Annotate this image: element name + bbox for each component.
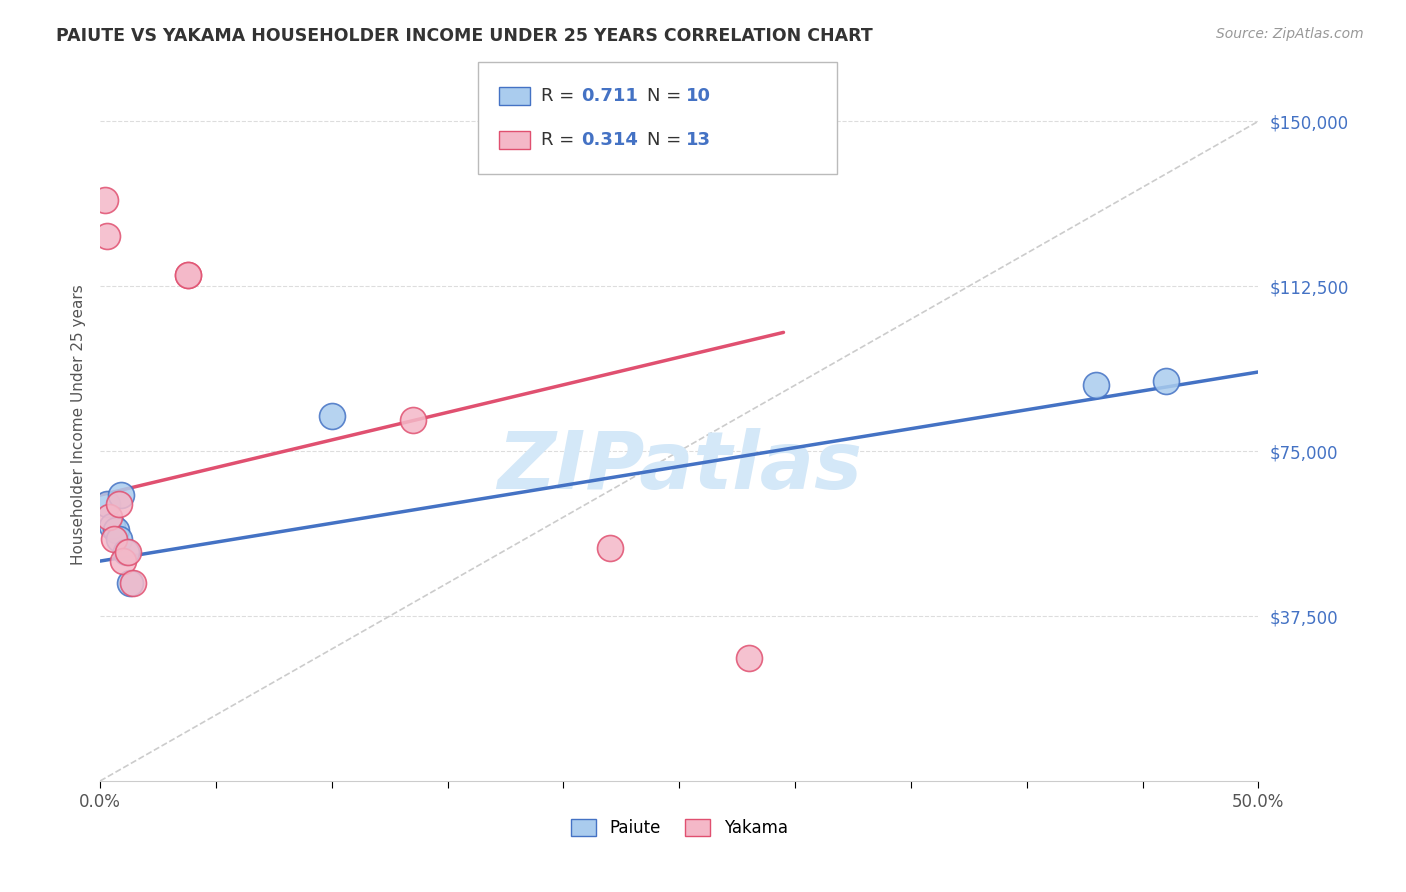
Text: 0.711: 0.711: [581, 87, 637, 105]
Point: [599, 541, 621, 555]
Point: [177, 268, 200, 283]
Point: [107, 497, 129, 511]
Point: [402, 413, 425, 427]
Point: [112, 554, 135, 568]
Point: [107, 532, 129, 546]
Point: [738, 650, 761, 665]
Point: [96, 228, 118, 243]
Point: [321, 409, 343, 423]
Point: [96, 497, 118, 511]
Point: [114, 545, 136, 559]
Text: ZIPatlas: ZIPatlas: [496, 428, 862, 507]
Text: 13: 13: [686, 131, 711, 149]
Legend: Paiute, Yakama: Paiute, Yakama: [564, 813, 794, 844]
Y-axis label: Householder Income Under 25 years: Householder Income Under 25 years: [72, 285, 86, 566]
Text: R =: R =: [541, 131, 581, 149]
Text: R =: R =: [541, 87, 581, 105]
Text: 10: 10: [686, 87, 711, 105]
Text: N =: N =: [647, 131, 686, 149]
Point: [120, 576, 142, 591]
Text: 0.314: 0.314: [581, 131, 637, 149]
Text: PAIUTE VS YAKAMA HOUSEHOLDER INCOME UNDER 25 YEARS CORRELATION CHART: PAIUTE VS YAKAMA HOUSEHOLDER INCOME UNDE…: [56, 27, 873, 45]
Point: [100, 519, 122, 533]
Point: [94, 194, 117, 208]
Point: [177, 268, 200, 283]
Point: [1085, 378, 1108, 392]
Point: [1154, 374, 1177, 388]
Point: [105, 523, 128, 537]
Text: N =: N =: [647, 87, 686, 105]
Point: [117, 545, 139, 559]
Point: [103, 532, 125, 546]
Text: Source: ZipAtlas.com: Source: ZipAtlas.com: [1216, 27, 1364, 41]
Point: [98, 510, 121, 524]
Point: [121, 576, 143, 591]
Point: [110, 488, 132, 502]
